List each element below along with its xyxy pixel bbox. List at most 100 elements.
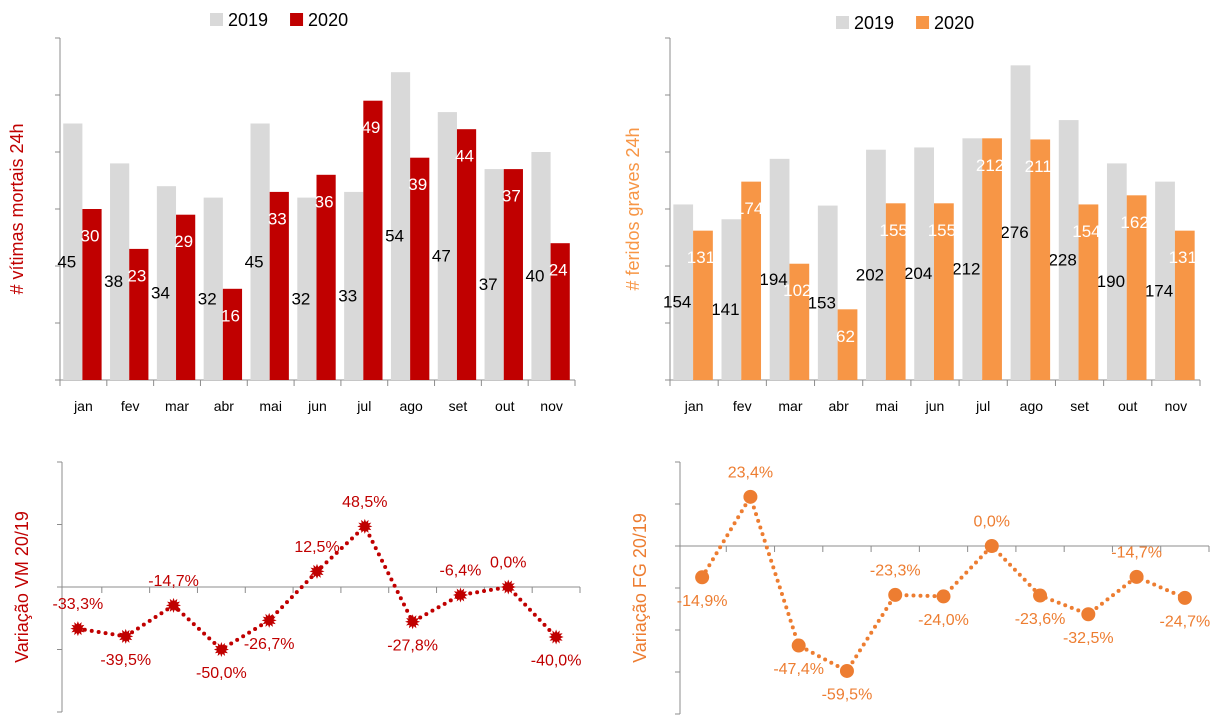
data-label: -23,6% (1015, 611, 1066, 628)
bar (222, 288, 243, 380)
data-label: 36 (315, 192, 334, 211)
bar (129, 248, 149, 380)
data-label: 48,5% (342, 494, 387, 511)
bar (456, 129, 477, 380)
data-label: 23 (127, 266, 146, 285)
data-label: 202 (856, 265, 884, 284)
data-label: 154 (1072, 222, 1100, 241)
marker (500, 579, 516, 595)
data-label: 38 (104, 272, 123, 291)
data-label: 155 (928, 221, 956, 240)
marker (453, 587, 468, 603)
bar (550, 243, 570, 380)
data-label: 32 (198, 289, 217, 308)
bar (1030, 139, 1051, 380)
data-label: 30 (81, 227, 100, 246)
x-tick-label: mai (259, 398, 282, 414)
bar (1155, 181, 1175, 380)
data-label: 0,0% (490, 555, 526, 572)
x-tick-label: mar (778, 398, 802, 414)
data-label: -59,5% (822, 686, 873, 703)
bar (741, 181, 762, 380)
data-label: 47 (432, 247, 451, 266)
marker (213, 642, 229, 657)
x-tick-label: fev (121, 398, 140, 414)
bar (693, 230, 713, 380)
data-label: -6,4% (440, 563, 482, 580)
data-label: 102 (783, 281, 811, 300)
bar (110, 163, 130, 380)
marker (695, 570, 710, 585)
x-tick-label: ago (1020, 398, 1044, 414)
bar (531, 152, 551, 380)
data-label: -14,7% (1111, 544, 1162, 561)
marker (118, 628, 134, 644)
bar (297, 197, 317, 380)
bar (789, 263, 810, 380)
x-tick-label: out (495, 398, 515, 414)
data-label: 44 (455, 147, 474, 166)
marker (357, 518, 373, 534)
marker (1177, 590, 1192, 605)
x-tick-label: ago (399, 398, 423, 414)
data-label: 40 (526, 267, 545, 286)
data-label: 190 (1097, 272, 1125, 291)
bar (837, 309, 858, 380)
marker (261, 612, 277, 628)
bar (82, 209, 102, 380)
data-label: -14,7% (148, 573, 199, 590)
marker (888, 587, 903, 602)
data-label: 39 (408, 175, 427, 194)
data-label: 45 (57, 252, 76, 271)
data-label: 32 (291, 289, 310, 308)
marker (166, 597, 181, 613)
data-label: 141 (711, 300, 739, 319)
data-label: 29 (174, 232, 193, 251)
marker (548, 629, 564, 645)
bar (866, 149, 886, 380)
data-label: -27,8% (387, 637, 438, 654)
data-label: -47,4% (773, 661, 824, 678)
x-tick-label: jan (73, 398, 93, 414)
data-label: 34 (151, 284, 170, 303)
bar (1078, 204, 1099, 380)
x-tick-label: set (1070, 398, 1089, 414)
y-axis-label: Variação VM 20/19 (12, 511, 32, 663)
bar (962, 138, 983, 380)
marker (743, 489, 758, 504)
data-label: 194 (759, 270, 787, 289)
legend-label: 2020 (308, 10, 348, 30)
x-tick-label: abr (214, 398, 235, 414)
data-label: 37 (479, 275, 498, 294)
marker (1129, 569, 1144, 584)
x-tick-label: jun (307, 398, 327, 414)
data-label: -24,0% (918, 612, 969, 629)
marker (984, 539, 999, 553)
data-label: -39,5% (100, 652, 151, 669)
x-tick-label: set (449, 398, 468, 414)
x-tick-label: jul (356, 398, 371, 414)
data-label: 49 (361, 118, 380, 137)
bar (1174, 230, 1195, 380)
bar (176, 214, 196, 380)
data-label: 23,4% (728, 464, 773, 481)
data-label: 228 (1048, 251, 1076, 270)
data-label: -24,7% (1160, 613, 1211, 630)
data-label: -23,3% (870, 562, 921, 579)
x-tick-label: mai (876, 398, 899, 414)
data-label: 24 (549, 261, 568, 280)
bar (817, 205, 838, 380)
bar (344, 191, 364, 380)
data-label: 33 (338, 286, 357, 305)
marker (405, 614, 421, 630)
data-label: 174 (735, 199, 763, 218)
data-label: 162 (1120, 213, 1148, 232)
marker (70, 621, 86, 637)
data-label: 45 (245, 252, 264, 271)
data-label: -50,0% (196, 665, 247, 682)
bar (885, 203, 906, 380)
legend-swatch (916, 16, 930, 29)
bar (203, 197, 223, 380)
marker (1033, 588, 1048, 603)
bar (1058, 120, 1079, 380)
